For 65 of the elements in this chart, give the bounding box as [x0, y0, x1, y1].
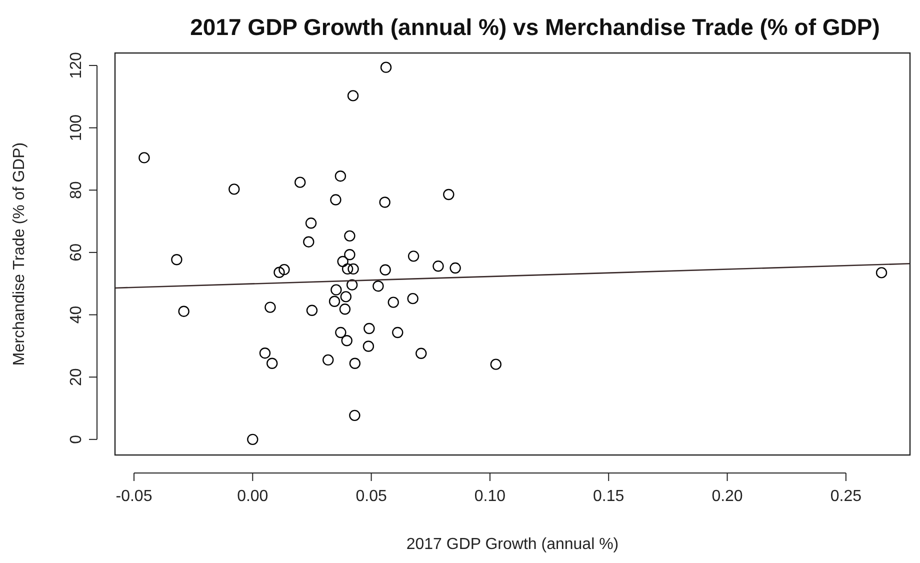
point — [266, 358, 278, 369]
point — [259, 348, 271, 359]
y-tick-label: 100 — [68, 114, 85, 142]
point — [305, 218, 317, 229]
point — [380, 264, 391, 276]
y-tick-label: 60 — [68, 243, 85, 262]
point — [392, 326, 404, 338]
point — [490, 358, 502, 370]
x-tick-label: 0.05 — [356, 488, 387, 505]
point — [342, 263, 354, 275]
point — [379, 196, 390, 208]
point — [306, 304, 318, 316]
point — [344, 249, 356, 260]
point — [264, 302, 276, 313]
point — [349, 410, 360, 422]
x-axis-title: 2017 GDP Growth (annual %) — [406, 536, 619, 553]
point — [408, 250, 420, 262]
point — [372, 280, 384, 292]
point — [344, 230, 356, 242]
point — [330, 284, 342, 296]
point — [138, 152, 150, 164]
point — [348, 263, 359, 275]
point — [388, 296, 399, 308]
point — [335, 326, 346, 338]
point — [274, 266, 285, 278]
x-tick-label: 0.25 — [830, 488, 862, 505]
point — [450, 262, 461, 274]
point — [443, 188, 454, 200]
point — [339, 304, 351, 315]
point — [278, 264, 290, 276]
y-axis-title: Merchandise Trade (% of GDP) — [11, 142, 28, 366]
x-tick-label: 0.20 — [712, 488, 743, 505]
point — [334, 170, 346, 182]
point — [876, 267, 888, 278]
point — [294, 176, 306, 188]
point — [171, 254, 182, 266]
y-tick-label: 0 — [68, 434, 85, 444]
point — [380, 62, 392, 73]
y-tick-label: 120 — [68, 52, 85, 79]
y-tick-label: 20 — [68, 368, 85, 386]
point — [341, 335, 352, 346]
point — [364, 322, 375, 334]
point — [228, 184, 240, 195]
point — [432, 260, 444, 272]
point — [328, 296, 340, 307]
point — [347, 90, 359, 102]
point — [322, 354, 334, 366]
x-tick-label: 0.15 — [593, 488, 624, 505]
point — [346, 279, 358, 290]
point — [349, 358, 361, 369]
point — [247, 434, 258, 446]
x-tick-label: 0.10 — [474, 488, 506, 505]
point — [303, 236, 314, 248]
point — [407, 292, 418, 304]
point — [340, 291, 352, 302]
point — [337, 256, 348, 268]
chart-title: 2017 GDP Growth (annual %) vs Merchandise Trade (% of GDP) — [190, 14, 880, 40]
x-tick-label: -0.05 — [116, 488, 152, 505]
point — [416, 348, 427, 360]
point — [178, 306, 190, 317]
x-tick-label: 0.00 — [237, 488, 268, 505]
point — [330, 194, 342, 206]
y-tick-label: 40 — [68, 306, 85, 324]
y-tick-label: 80 — [68, 181, 85, 200]
point — [362, 340, 374, 352]
